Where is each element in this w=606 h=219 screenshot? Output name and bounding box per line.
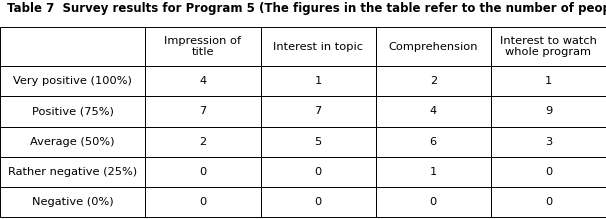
Bar [0,187,145,217]
Bar [261,27,376,66]
Bar [145,127,261,157]
Text: 0: 0 [545,167,552,177]
Text: Rather negative (25%): Rather negative (25%) [8,167,138,177]
Text: 7: 7 [199,106,207,117]
Text: 2: 2 [199,137,207,147]
Text: Table 7  Survey results for Program 5 (The figures in the table refer to the num: Table 7 Survey results for Program 5 (Th… [7,2,606,15]
Text: 5: 5 [315,137,322,147]
Text: 0: 0 [430,197,437,207]
Bar [0,66,145,96]
Bar [261,66,376,96]
Bar [376,127,491,157]
Bar [491,157,606,187]
Text: 4: 4 [430,106,437,117]
Text: 1: 1 [545,76,552,86]
Bar [145,66,261,96]
Bar [376,187,491,217]
Bar [376,96,491,127]
Text: 0: 0 [199,167,207,177]
Bar [376,66,491,96]
Text: 1: 1 [430,167,437,177]
Bar [261,127,376,157]
Text: 4: 4 [199,76,207,86]
Bar [145,157,261,187]
Bar [491,187,606,217]
Bar [0,27,145,66]
Text: Comprehension: Comprehension [388,42,478,52]
Text: 0: 0 [199,197,207,207]
Text: Impression of
title: Impression of title [164,36,242,57]
Text: Very positive (100%): Very positive (100%) [13,76,132,86]
Text: 2: 2 [430,76,437,86]
Text: Interest in topic: Interest in topic [273,42,363,52]
Bar [145,187,261,217]
Text: Negative (0%): Negative (0%) [32,197,113,207]
Text: 3: 3 [545,137,552,147]
Bar [491,127,606,157]
Text: Average (50%): Average (50%) [30,137,115,147]
Bar [0,127,145,157]
Bar [376,27,491,66]
Text: 9: 9 [545,106,552,117]
Bar [145,27,261,66]
Text: 0: 0 [545,197,552,207]
Bar [261,96,376,127]
Text: 6: 6 [430,137,437,147]
Bar [491,66,606,96]
Text: Positive (75%): Positive (75%) [32,106,114,117]
Bar [261,187,376,217]
Text: 1: 1 [315,76,322,86]
Bar [0,96,145,127]
Bar [491,96,606,127]
Text: 0: 0 [315,167,322,177]
Text: 0: 0 [315,197,322,207]
Bar [376,157,491,187]
Bar [145,96,261,127]
Text: Interest to watch
whole program: Interest to watch whole program [500,36,597,57]
Bar [261,157,376,187]
Bar [491,27,606,66]
Bar [0,157,145,187]
Text: 7: 7 [315,106,322,117]
